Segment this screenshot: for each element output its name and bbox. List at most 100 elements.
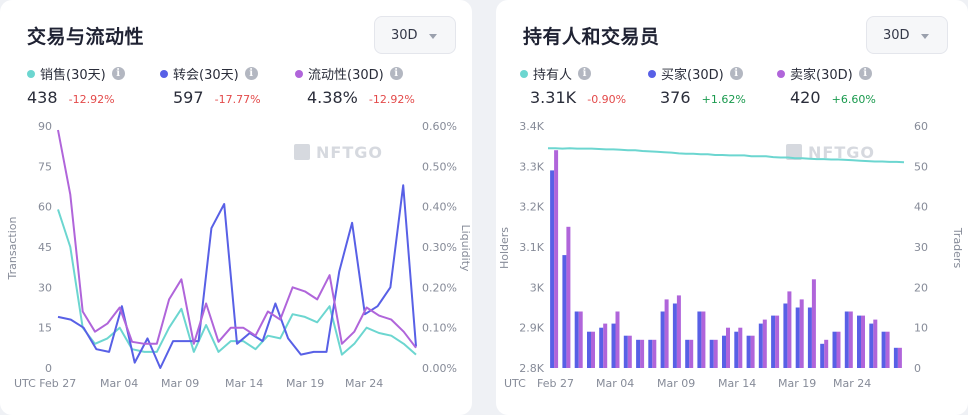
- watermark-text: NFTGO: [808, 143, 875, 162]
- y-tick-label: 3.3K: [519, 160, 544, 173]
- stat-label: 持有人: [533, 68, 573, 83]
- buyers-bar[interactable]: [574, 311, 579, 369]
- sellers-bar[interactable]: [726, 327, 730, 368]
- buyers-bar[interactable]: [832, 331, 837, 368]
- period-select[interactable]: 30D: [374, 16, 456, 54]
- buyers-bar[interactable]: [746, 335, 751, 368]
- buyers-bar[interactable]: [587, 331, 591, 368]
- y2-tick-label: 0.00%: [422, 362, 457, 375]
- info-icon[interactable]: i: [389, 67, 403, 80]
- sellers-bar[interactable]: [627, 335, 632, 368]
- caret-down-icon: [429, 34, 437, 39]
- sellers-bar[interactable]: [701, 311, 706, 369]
- stat-change: +6.60%: [831, 93, 876, 106]
- period-value: 30D: [391, 27, 418, 43]
- card-title: 交易与流动性: [27, 26, 145, 48]
- sellers-bar[interactable]: [811, 279, 816, 368]
- sellers-bar[interactable]: [885, 331, 890, 368]
- buyers-bar[interactable]: [795, 307, 800, 369]
- buyers-bar[interactable]: [623, 335, 628, 368]
- buyers-bar[interactable]: [869, 323, 874, 368]
- stat-label: 卖家(30D): [790, 68, 853, 83]
- buyers-bar[interactable]: [857, 315, 861, 368]
- sellers-bar[interactable]: [787, 291, 792, 368]
- sellers-bar[interactable]: [689, 339, 694, 368]
- x-tick-label: Mar 14: [718, 377, 756, 390]
- sellers-bar[interactable]: [836, 331, 841, 368]
- buyers-bar[interactable]: [697, 311, 702, 369]
- sellers-bar[interactable]: [738, 327, 743, 368]
- sellers-bar[interactable]: [762, 319, 767, 368]
- series-line-2[interactable]: [57, 184, 417, 369]
- sellers-bar[interactable]: [824, 339, 829, 368]
- y-tick-label: 2.9K: [519, 322, 544, 335]
- x-tick-label: Mar 19: [778, 377, 816, 390]
- legend-dot-icon: [295, 69, 303, 78]
- stat-value: 4.38%: [307, 88, 358, 107]
- buyers-bar[interactable]: [550, 170, 555, 368]
- buyers-bar[interactable]: [611, 323, 616, 368]
- period-select[interactable]: 30D: [866, 16, 948, 54]
- info-icon[interactable]: i: [729, 67, 743, 80]
- legend-dot-icon: [160, 69, 168, 78]
- info-icon[interactable]: i: [858, 67, 872, 80]
- y2-axis-title: Traders: [951, 227, 964, 269]
- sellers-bar[interactable]: [652, 339, 657, 368]
- series-line-3[interactable]: [57, 129, 417, 349]
- buyers-bar[interactable]: [893, 347, 898, 368]
- buyers-bar[interactable]: [820, 343, 825, 368]
- y-tick-label: 2.8K: [519, 362, 544, 375]
- sellers-bar[interactable]: [664, 299, 669, 368]
- transactions-liquidity-chart[interactable]: NFTGO 0 15 30 45 60 75 90 0.00% 0.10% 0.20% 0.30%…: [0, 0, 472, 415]
- stat-change: -12.92%: [68, 93, 115, 106]
- holders-line[interactable]: [548, 147, 905, 164]
- buyers-bar[interactable]: [660, 311, 665, 369]
- holders-traders-chart[interactable]: NFTGO 2.8K 2.9K 3K 3.1K 3.2K 3.3K 3.4K 0 10 20 30…: [496, 0, 968, 415]
- sellers-bar[interactable]: [775, 315, 780, 368]
- buyers-bar[interactable]: [672, 303, 677, 369]
- sellers-bar[interactable]: [640, 339, 645, 368]
- buyers-bar[interactable]: [709, 339, 714, 368]
- buyers-bar[interactable]: [648, 339, 653, 368]
- sellers-bar[interactable]: [566, 226, 571, 368]
- y-tick-label: 3.2K: [519, 201, 544, 214]
- buyers-bar[interactable]: [758, 323, 763, 368]
- buyers-bar[interactable]: [807, 307, 812, 369]
- sellers-bar[interactable]: [848, 311, 853, 369]
- buyers-bar[interactable]: [722, 335, 726, 368]
- sellers-bar[interactable]: [615, 311, 620, 369]
- buyers-bar[interactable]: [844, 311, 849, 369]
- y2-tick-label: 0: [914, 362, 921, 375]
- sellers-bar[interactable]: [750, 335, 755, 368]
- info-icon[interactable]: i: [578, 67, 592, 80]
- sellers-bar[interactable]: [713, 339, 718, 368]
- stat-value: 376: [660, 88, 691, 107]
- sellers-bar[interactable]: [578, 311, 583, 369]
- y-axis-title: Holders: [498, 227, 511, 269]
- y-axis-title: Transaction: [6, 217, 19, 281]
- stat-transfers: 转会(30天) i 597 -17.77%: [160, 64, 261, 107]
- sellers-bar[interactable]: [799, 299, 804, 368]
- stat-change: -12.92%: [368, 93, 415, 106]
- buyers-bar[interactable]: [734, 331, 739, 368]
- sellers-bar[interactable]: [861, 315, 865, 368]
- info-icon[interactable]: i: [111, 67, 125, 80]
- sellers-bar[interactable]: [873, 319, 878, 368]
- buyers-bar[interactable]: [599, 327, 604, 368]
- sellers-bar[interactable]: [554, 150, 559, 368]
- y2-tick-label: 40: [914, 201, 928, 214]
- sellers-bar[interactable]: [603, 323, 608, 368]
- sellers-bar[interactable]: [591, 331, 595, 368]
- sellers-bar[interactable]: [897, 347, 902, 368]
- series-line-1[interactable]: [57, 209, 417, 356]
- buyers-bar[interactable]: [783, 303, 788, 369]
- y2-tick-label: 10: [914, 322, 928, 335]
- sellers-bar[interactable]: [676, 295, 681, 368]
- buyers-bar[interactable]: [562, 255, 567, 368]
- y-tick-label: 3.1K: [519, 241, 544, 254]
- info-icon[interactable]: i: [244, 67, 258, 80]
- buyers-bar[interactable]: [636, 339, 641, 368]
- buyers-bar[interactable]: [771, 315, 776, 368]
- buyers-bar[interactable]: [685, 339, 690, 368]
- buyers-bar[interactable]: [881, 331, 886, 368]
